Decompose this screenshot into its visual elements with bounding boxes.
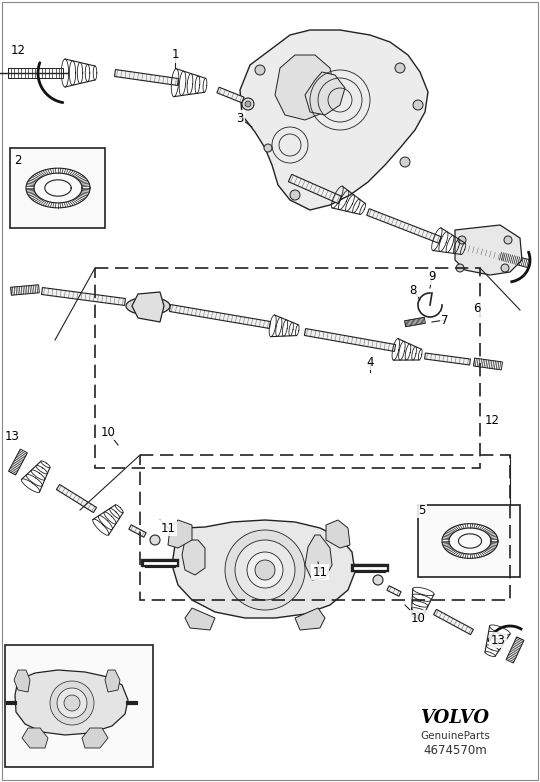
Text: 6: 6 [473, 302, 481, 314]
Text: 8: 8 [409, 284, 417, 296]
Circle shape [64, 695, 80, 711]
Circle shape [395, 63, 405, 73]
Polygon shape [305, 328, 396, 351]
Bar [418, 505, 520, 577]
Polygon shape [288, 174, 342, 203]
Text: 13: 13 [4, 431, 19, 443]
Circle shape [255, 560, 275, 580]
Polygon shape [22, 728, 48, 748]
Text: 12: 12 [484, 414, 500, 426]
Circle shape [255, 65, 265, 75]
Polygon shape [56, 485, 97, 512]
Polygon shape [295, 608, 325, 630]
Circle shape [264, 144, 272, 152]
Polygon shape [305, 535, 332, 580]
Polygon shape [168, 520, 192, 548]
Polygon shape [466, 245, 506, 261]
Circle shape [57, 688, 87, 718]
Circle shape [235, 540, 295, 600]
Text: 9: 9 [428, 271, 436, 284]
Circle shape [456, 264, 464, 272]
Circle shape [245, 101, 251, 107]
Polygon shape [42, 288, 125, 306]
Polygon shape [114, 70, 179, 85]
Circle shape [242, 98, 254, 110]
Polygon shape [82, 728, 108, 748]
Circle shape [225, 530, 305, 610]
Bar [95, 268, 480, 468]
Polygon shape [240, 30, 428, 210]
Circle shape [413, 100, 423, 110]
Text: 3: 3 [237, 112, 244, 124]
Polygon shape [126, 297, 170, 315]
Polygon shape [132, 292, 164, 322]
Polygon shape [217, 88, 244, 102]
Polygon shape [105, 670, 120, 692]
Bar [10, 148, 105, 228]
Polygon shape [305, 72, 345, 115]
Text: VOLVO: VOLVO [421, 709, 489, 727]
Text: 11: 11 [313, 565, 327, 579]
Text: 4: 4 [366, 356, 374, 368]
Polygon shape [424, 353, 470, 365]
Text: 2: 2 [14, 153, 22, 167]
Polygon shape [387, 586, 401, 596]
Circle shape [504, 236, 512, 244]
Text: 10: 10 [100, 425, 116, 439]
Text: 10: 10 [410, 612, 426, 625]
Polygon shape [172, 520, 355, 618]
Polygon shape [185, 608, 215, 630]
Polygon shape [367, 209, 441, 243]
Circle shape [501, 264, 509, 272]
Text: 1: 1 [171, 48, 179, 62]
Text: 12: 12 [10, 44, 25, 56]
Text: 4674570m: 4674570m [423, 744, 487, 758]
Text: 7: 7 [441, 314, 449, 327]
Polygon shape [455, 225, 522, 275]
Circle shape [400, 157, 410, 167]
Text: 5: 5 [418, 504, 426, 516]
Circle shape [373, 575, 383, 585]
Bar [140, 455, 510, 600]
Circle shape [247, 552, 283, 588]
Text: GenuineParts: GenuineParts [420, 731, 490, 741]
Circle shape [150, 535, 160, 545]
Text: 11: 11 [160, 522, 176, 535]
Polygon shape [182, 540, 205, 575]
Polygon shape [170, 304, 271, 328]
Polygon shape [326, 520, 350, 548]
Text: 13: 13 [490, 633, 505, 647]
Circle shape [290, 190, 300, 200]
Polygon shape [129, 525, 146, 537]
Circle shape [458, 236, 466, 244]
Polygon shape [14, 670, 30, 692]
Circle shape [50, 681, 94, 725]
Polygon shape [434, 609, 474, 635]
Polygon shape [275, 55, 335, 120]
Polygon shape [135, 301, 161, 311]
Bar [5, 645, 153, 767]
Polygon shape [15, 670, 128, 735]
